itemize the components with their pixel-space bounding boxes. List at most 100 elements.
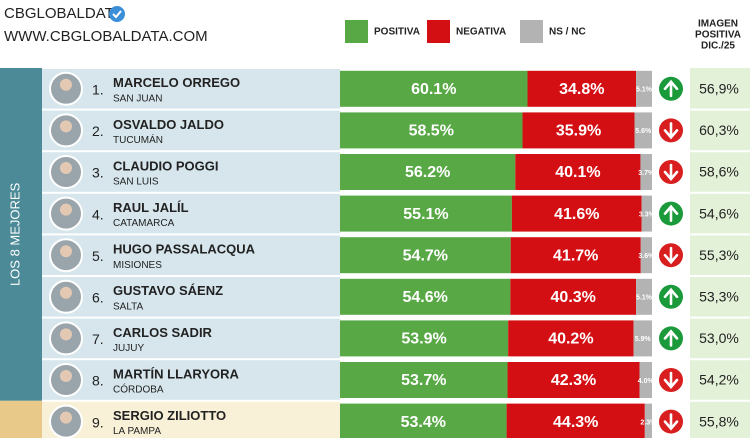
bar-segment bbox=[340, 154, 516, 190]
value-label: 60.1% bbox=[411, 81, 456, 98]
row-bg bbox=[42, 193, 340, 234]
value-label: 2.3% bbox=[640, 419, 657, 426]
previous-header: POSITIVA bbox=[695, 30, 741, 41]
photo-head bbox=[60, 78, 72, 91]
legend-swatch bbox=[427, 20, 450, 43]
bar-segment bbox=[636, 278, 652, 315]
photo-head bbox=[60, 370, 72, 382]
rank: 3. bbox=[92, 165, 104, 181]
bar-segment bbox=[508, 320, 634, 357]
province: MISIONES bbox=[113, 260, 162, 271]
bar-segment bbox=[636, 70, 652, 107]
province: SAN LUIS bbox=[113, 177, 159, 188]
bar-segment bbox=[340, 403, 507, 438]
legend-label: NS / NC bbox=[549, 27, 586, 38]
value-label: 41.7% bbox=[553, 247, 598, 264]
rank: 9. bbox=[92, 414, 104, 430]
value-label: 40.2% bbox=[548, 331, 593, 348]
name: OSVALDO JALDO bbox=[113, 117, 224, 132]
bar-segment bbox=[511, 195, 642, 232]
bar-segment bbox=[641, 195, 652, 232]
bar-segment bbox=[510, 237, 641, 274]
value-label: 5.6% bbox=[635, 128, 652, 135]
province: JUJUY bbox=[113, 343, 144, 354]
name: SERGIO ZILIOTTO bbox=[113, 408, 226, 423]
name: MARTÍN LLARYORA bbox=[113, 366, 240, 381]
verified-check bbox=[112, 10, 122, 19]
trend-arrow bbox=[663, 329, 679, 347]
bar-segment bbox=[340, 112, 523, 149]
rank: 2. bbox=[92, 123, 104, 139]
province: SAN JUAN bbox=[113, 93, 162, 104]
bar-segment bbox=[644, 403, 652, 438]
name: GUSTAVO SÁENZ bbox=[113, 283, 223, 298]
value-label: 55.1% bbox=[403, 206, 448, 223]
value-label: 3.7% bbox=[638, 170, 655, 177]
row-bg bbox=[42, 152, 340, 192]
previous-value: 53,0% bbox=[699, 330, 739, 346]
name: RAUL JALÍL bbox=[113, 200, 189, 215]
row-bg bbox=[42, 235, 340, 275]
name: CLAUDIO POGGI bbox=[113, 158, 218, 173]
value-label: 34.8% bbox=[559, 81, 604, 98]
trend-arrow bbox=[663, 79, 679, 98]
trend-arrow bbox=[663, 163, 679, 181]
value-label: 5.1% bbox=[636, 295, 653, 302]
trend-arrow bbox=[663, 246, 679, 265]
name: CARLOS SADIR bbox=[113, 325, 213, 340]
value-label: 3.6% bbox=[638, 253, 655, 260]
photo-head bbox=[60, 245, 72, 258]
group-label: LOS 8 MEJORES bbox=[7, 182, 22, 286]
bar-segment bbox=[507, 362, 640, 398]
legend-label: POSITIVA bbox=[374, 27, 420, 38]
rank: 6. bbox=[92, 290, 104, 306]
bar-segment bbox=[640, 237, 652, 274]
photo-head bbox=[60, 120, 72, 133]
trend-arrow bbox=[663, 122, 679, 140]
bar-segment bbox=[633, 320, 652, 357]
previous-value: 54,6% bbox=[699, 205, 739, 221]
value-label: 58.5% bbox=[409, 123, 454, 140]
value-label: 53.9% bbox=[401, 331, 446, 348]
trend-arrow bbox=[663, 413, 679, 431]
rank: 7. bbox=[92, 331, 104, 347]
previous-value: 55,3% bbox=[699, 247, 739, 263]
bar-segment bbox=[527, 70, 637, 107]
value-label: 35.9% bbox=[556, 123, 601, 140]
row-bg bbox=[42, 318, 340, 359]
previous-value: 53,3% bbox=[699, 289, 739, 305]
bar-segment bbox=[522, 112, 635, 149]
value-label: 53.4% bbox=[401, 414, 446, 431]
group-band bbox=[0, 68, 42, 401]
bar-segment bbox=[340, 237, 511, 274]
province: LA PAMPA bbox=[113, 426, 161, 437]
value-label: 4.0% bbox=[638, 378, 655, 385]
value-label: 41.6% bbox=[554, 206, 599, 223]
row-bg bbox=[42, 401, 340, 438]
province: SALTA bbox=[113, 301, 144, 312]
row-bg bbox=[42, 110, 340, 151]
bar-segment bbox=[340, 278, 511, 315]
legend-swatch bbox=[520, 20, 543, 43]
value-label: 5.1% bbox=[636, 87, 653, 94]
previous-header: DIC./25 bbox=[701, 41, 735, 52]
photo-head bbox=[60, 286, 72, 299]
value-label: 40.1% bbox=[555, 164, 600, 181]
trend-arrow bbox=[663, 204, 679, 222]
photo-head bbox=[60, 203, 72, 216]
photo-head bbox=[60, 162, 72, 174]
previous-header: IMAGEN bbox=[698, 19, 738, 30]
legend-swatch bbox=[345, 20, 368, 43]
brand-url: WWW.CBGLOBALDATA.COM bbox=[4, 28, 208, 45]
bar-segment bbox=[639, 362, 652, 398]
bar-segment bbox=[510, 278, 637, 315]
previous-value: 60,3% bbox=[699, 122, 739, 138]
row-bg bbox=[42, 360, 340, 400]
name: MARCELO ORREGO bbox=[113, 75, 240, 90]
previous-value: 55,8% bbox=[699, 413, 739, 429]
photo-head bbox=[60, 328, 72, 341]
row-bg bbox=[42, 277, 340, 317]
rank: 1. bbox=[92, 82, 104, 98]
photo-head bbox=[60, 411, 72, 424]
bar-segment bbox=[506, 403, 645, 438]
